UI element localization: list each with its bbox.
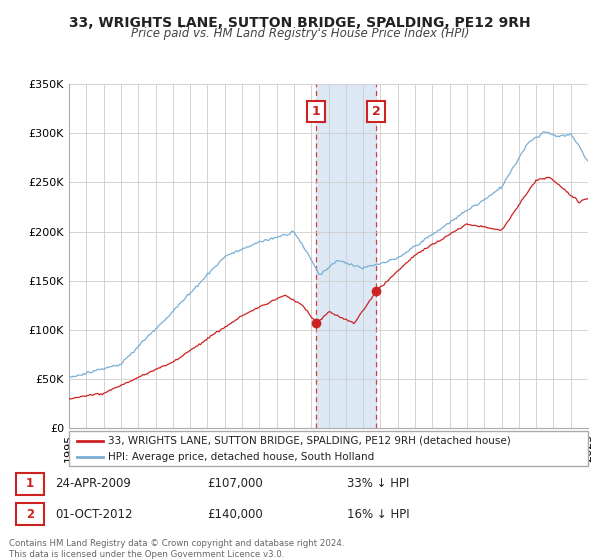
FancyBboxPatch shape: [69, 431, 588, 466]
Text: 33% ↓ HPI: 33% ↓ HPI: [347, 477, 409, 491]
Text: 1: 1: [26, 477, 34, 491]
Text: £140,000: £140,000: [207, 507, 263, 521]
Text: 2: 2: [372, 105, 380, 118]
Text: £107,000: £107,000: [207, 477, 263, 491]
Text: 1: 1: [312, 105, 320, 118]
Text: 33, WRIGHTS LANE, SUTTON BRIDGE, SPALDING, PE12 9RH: 33, WRIGHTS LANE, SUTTON BRIDGE, SPALDIN…: [69, 16, 531, 30]
Text: 2: 2: [26, 507, 34, 521]
Text: 01-OCT-2012: 01-OCT-2012: [56, 507, 133, 521]
Text: 33, WRIGHTS LANE, SUTTON BRIDGE, SPALDING, PE12 9RH (detached house): 33, WRIGHTS LANE, SUTTON BRIDGE, SPALDIN…: [108, 436, 511, 446]
Text: Contains HM Land Registry data © Crown copyright and database right 2024.
This d: Contains HM Land Registry data © Crown c…: [9, 539, 344, 559]
Bar: [316, 84, 376, 428]
FancyBboxPatch shape: [16, 473, 44, 494]
Text: Price paid vs. HM Land Registry's House Price Index (HPI): Price paid vs. HM Land Registry's House …: [131, 27, 469, 40]
Text: 16% ↓ HPI: 16% ↓ HPI: [347, 507, 409, 521]
FancyBboxPatch shape: [16, 503, 44, 525]
Text: 24-APR-2009: 24-APR-2009: [56, 477, 131, 491]
Text: HPI: Average price, detached house, South Holland: HPI: Average price, detached house, Sout…: [108, 452, 374, 462]
